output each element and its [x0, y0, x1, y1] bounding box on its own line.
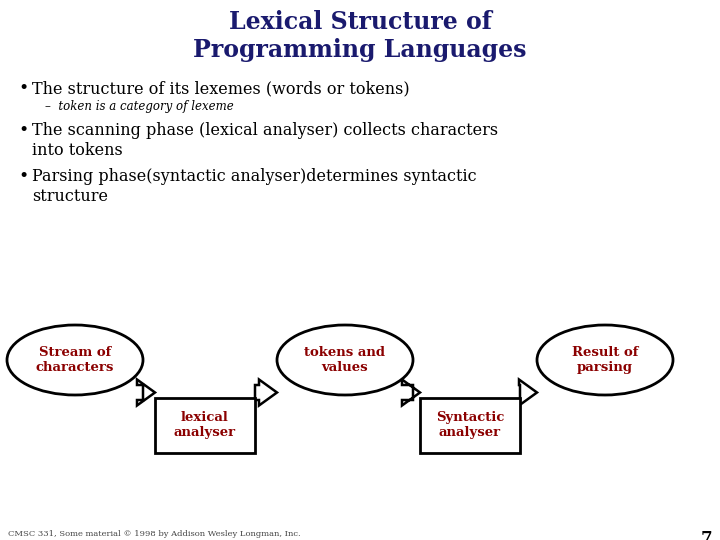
Text: CMSC 331, Some material © 1998 by Addison Wesley Longman, Inc.: CMSC 331, Some material © 1998 by Addiso… [8, 530, 301, 538]
Text: The scanning phase (lexical analyser) collects characters
into tokens: The scanning phase (lexical analyser) co… [32, 122, 498, 159]
Text: Parsing phase(syntactic analyser)determines syntactic
structure: Parsing phase(syntactic analyser)determi… [32, 168, 477, 205]
Text: tokens and
values: tokens and values [305, 346, 385, 374]
FancyBboxPatch shape [155, 397, 255, 453]
Text: •: • [18, 122, 28, 139]
Text: •: • [18, 168, 28, 185]
Ellipse shape [277, 325, 413, 395]
Text: Syntactic
analyser: Syntactic analyser [436, 411, 504, 439]
Text: Lexical Structure of: Lexical Structure of [228, 10, 492, 34]
Text: Result of
parsing: Result of parsing [572, 346, 638, 374]
Polygon shape [137, 380, 155, 406]
Text: 7: 7 [701, 530, 712, 540]
Text: The structure of its lexemes (words or tokens): The structure of its lexemes (words or t… [32, 80, 410, 97]
Ellipse shape [537, 325, 673, 395]
FancyBboxPatch shape [420, 397, 520, 453]
Polygon shape [255, 380, 277, 406]
Text: –  token is a category of lexeme: – token is a category of lexeme [45, 100, 234, 113]
Text: lexical
analyser: lexical analyser [174, 411, 236, 439]
Text: Programming Languages: Programming Languages [193, 38, 527, 62]
Text: •: • [18, 80, 28, 97]
Polygon shape [519, 380, 537, 406]
Ellipse shape [7, 325, 143, 395]
Text: Stream of
characters: Stream of characters [36, 346, 114, 374]
Polygon shape [402, 380, 420, 406]
